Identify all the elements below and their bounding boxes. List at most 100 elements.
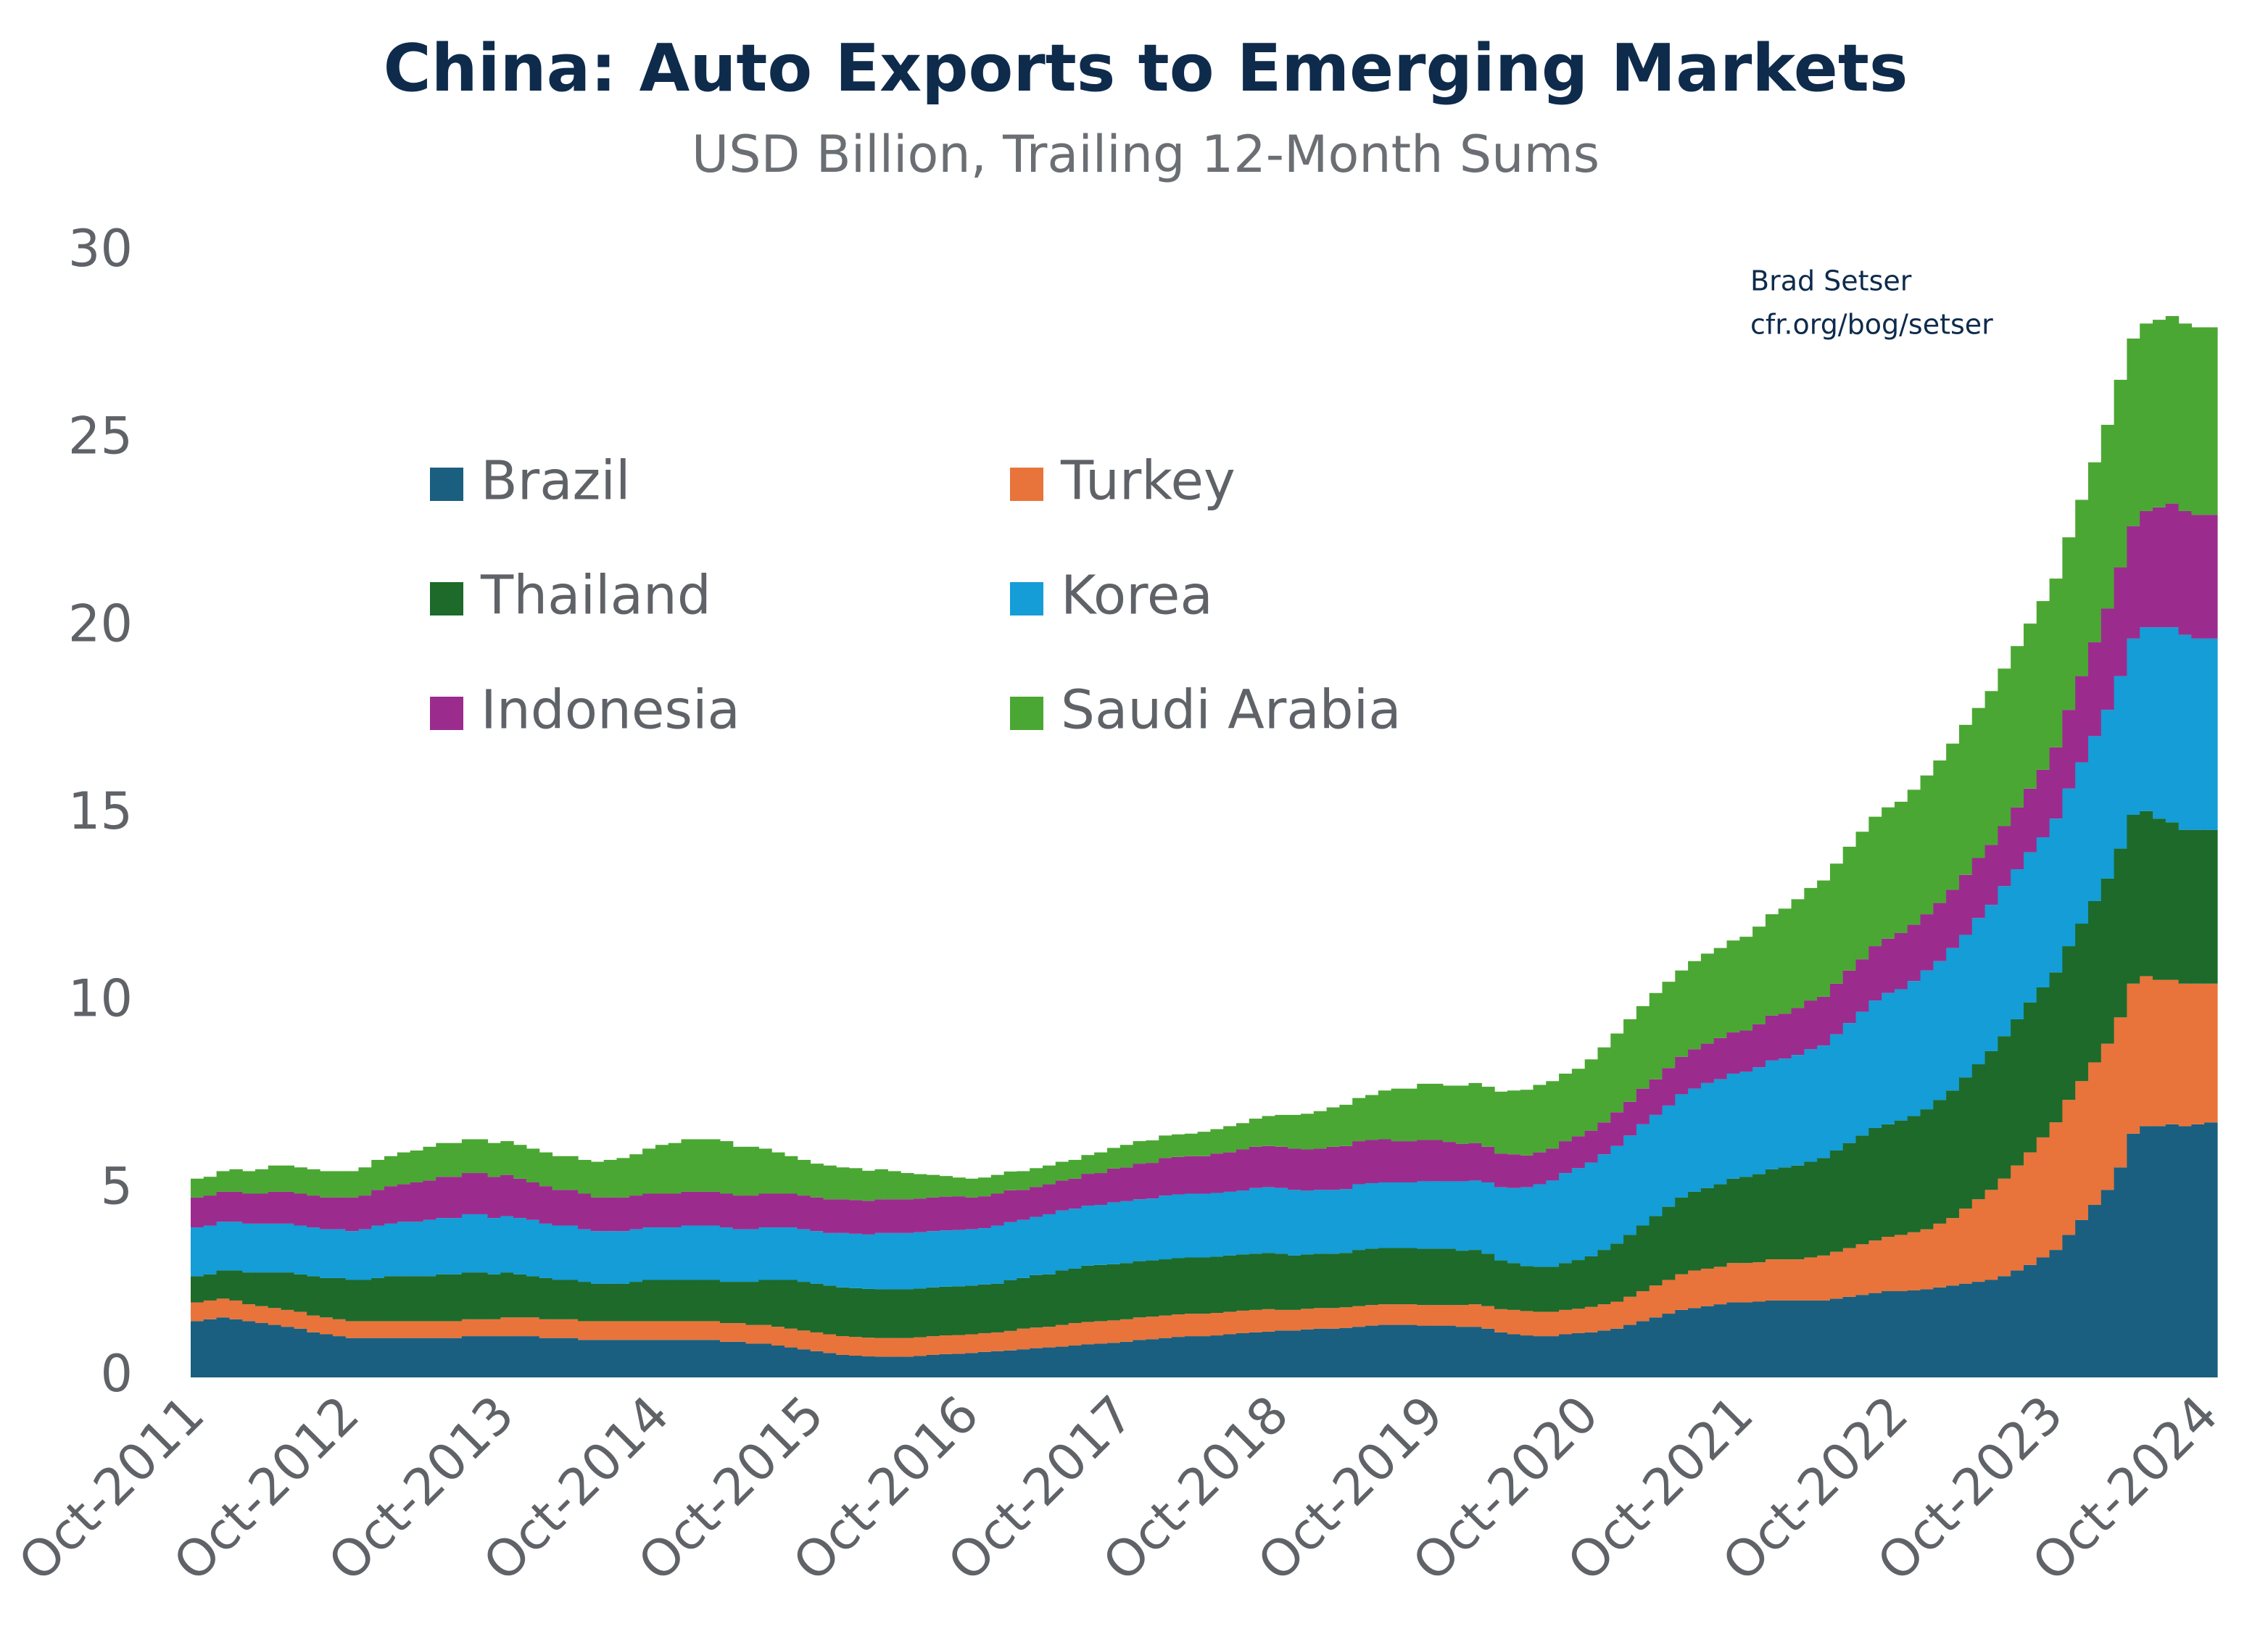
bar-segment [1868, 1240, 1882, 1293]
bar-segment [1494, 1260, 1508, 1309]
bar-segment [1094, 1264, 1108, 1322]
bar-segment [2023, 852, 2037, 1003]
bar-segment [229, 1191, 243, 1222]
bar-segment [461, 1319, 476, 1337]
bar-segment [1326, 1328, 1341, 1377]
legend-swatch [430, 697, 463, 730]
bar-segment [952, 1335, 966, 1354]
bar-segment [1119, 1167, 1134, 1201]
bar-segment [513, 1178, 527, 1219]
bar-segment [423, 1321, 436, 1338]
bar-segment [1842, 846, 1857, 971]
bar-segment [745, 1195, 759, 1230]
bar-segment [1404, 1182, 1418, 1248]
bar-segment [578, 1159, 592, 1194]
bar-segment [191, 1302, 204, 1322]
bar-segment [2178, 829, 2192, 984]
bar-segment [1726, 1032, 1740, 1074]
bar-segment [1339, 1307, 1353, 1328]
bar-segment [1726, 1073, 1740, 1179]
bar-segment [1068, 1322, 1082, 1346]
bar-segment [1726, 1263, 1740, 1303]
bar-segment [474, 1336, 489, 1377]
legend-label: Saudi Arabia [1061, 679, 1402, 742]
bar-segment [2075, 676, 2089, 763]
bar-segment [823, 1334, 837, 1353]
bar-segment [1649, 1216, 1663, 1286]
bar-segment [1739, 1071, 1753, 1177]
bar-segment [836, 1287, 850, 1337]
bar-segment [1817, 1255, 1831, 1301]
bar-segment [2075, 499, 2089, 676]
bar-segment [2191, 829, 2205, 984]
bar-segment [1507, 1154, 1521, 1188]
bar-segment [1068, 1159, 1082, 1179]
bar-segment [1958, 874, 1973, 935]
bar-segment [1236, 1123, 1250, 1150]
bar-segment [1882, 1124, 1895, 1237]
bar-segment [810, 1197, 824, 1232]
bar-segment [887, 1171, 901, 1200]
bar-segment [1442, 1305, 1457, 1326]
bar-segment [1275, 1146, 1288, 1188]
bar-segment [616, 1197, 630, 1232]
bar-segment [191, 1276, 204, 1303]
bar-segment [1920, 914, 1934, 971]
bar-segment [1675, 1309, 1689, 1377]
bar-segment [990, 1193, 1005, 1226]
bar-segment [848, 1288, 863, 1338]
bar-segment [255, 1272, 269, 1306]
bar-segment [1507, 1090, 1521, 1155]
bar-segment [500, 1174, 514, 1216]
bar-segment [952, 1353, 966, 1377]
bar-segment [1378, 1304, 1392, 1325]
bar-segment [590, 1231, 605, 1284]
bar-segment [371, 1277, 385, 1322]
bar-segment [268, 1324, 282, 1377]
bar-segment [2140, 1126, 2153, 1377]
legend-swatch [1010, 468, 1043, 501]
bar-segment [616, 1231, 630, 1284]
bar-segment [1275, 1309, 1288, 1331]
bar-segment [2204, 1122, 2218, 1377]
bar-segment [268, 1308, 282, 1325]
bar-segment [255, 1306, 269, 1323]
bar-segment [1068, 1178, 1082, 1209]
bar-segment [1765, 1300, 1779, 1377]
bar-segment [1378, 1182, 1392, 1248]
bar-segment [358, 1195, 372, 1230]
bar-segment [977, 1332, 992, 1352]
bar-segment [1003, 1171, 1017, 1190]
bar-segment [939, 1335, 953, 1354]
bar-segment [345, 1171, 360, 1198]
bar-segment [1984, 845, 1998, 905]
bar-segment [1920, 775, 1934, 915]
chart-title: China: Auto Exports to Emerging Markets [384, 30, 1908, 107]
bar-segment [539, 1152, 553, 1187]
bar-segment [2062, 1235, 2076, 1377]
bar-segment [345, 1321, 360, 1338]
y-tick-label: 20 [68, 594, 133, 653]
bar-segment [990, 1351, 1005, 1377]
bar-segment [823, 1285, 837, 1335]
bar-segment [281, 1272, 295, 1310]
bar-segment [823, 1165, 837, 1200]
bar-segment [1262, 1309, 1276, 1332]
y-tick-label: 30 [68, 219, 133, 278]
bar-segment [1546, 1180, 1560, 1267]
bar-segment [255, 1169, 269, 1194]
bar-segment [1778, 1013, 1792, 1059]
bar-segment [2204, 515, 2218, 639]
bar-segment [1817, 996, 1831, 1046]
bar-segment [1262, 1116, 1276, 1146]
bar-segment [384, 1156, 398, 1187]
bar-segment [719, 1227, 734, 1282]
bar-segment [1533, 1152, 1547, 1185]
bar-segment [629, 1154, 643, 1196]
bar-segment [1106, 1148, 1121, 1169]
bar-segment [655, 1280, 669, 1322]
bar-segment [1817, 880, 1831, 997]
bar-segment [1817, 1045, 1831, 1158]
bar-segment [668, 1193, 682, 1228]
bar-segment [1998, 1178, 2011, 1277]
